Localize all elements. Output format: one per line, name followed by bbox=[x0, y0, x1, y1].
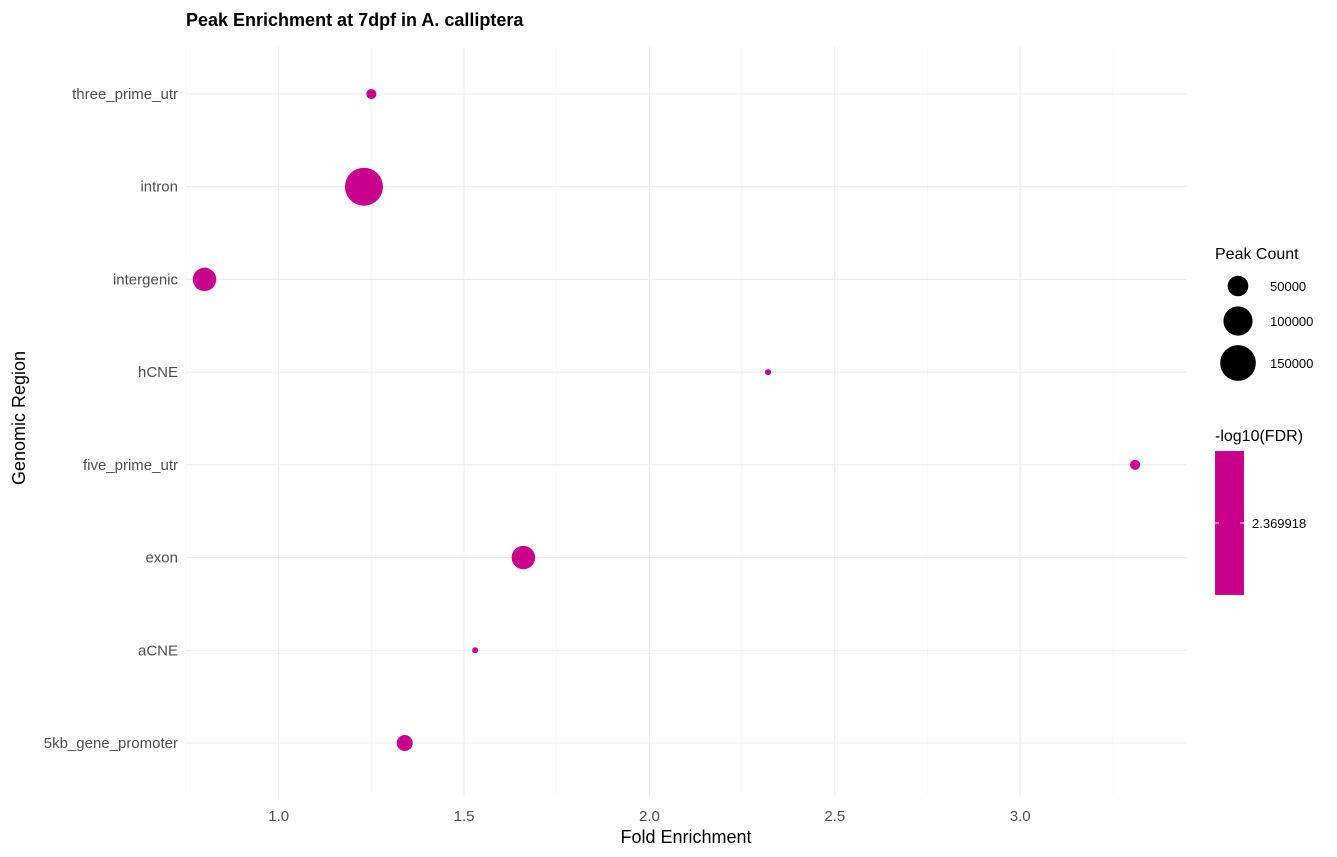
size-legend-items: 50000 100000 150000 bbox=[1220, 275, 1313, 381]
grid-layer bbox=[185, 47, 1187, 797]
points-layer bbox=[192, 88, 1141, 751]
data-point bbox=[1130, 459, 1141, 470]
data-point bbox=[765, 369, 772, 376]
data-point bbox=[192, 267, 217, 292]
size-legend-label: 100000 bbox=[1270, 314, 1313, 329]
chart-title: Peak Enrichment at 7dpf in A. calliptera bbox=[186, 10, 524, 30]
y-tick-label: five_prime_utr bbox=[83, 457, 178, 474]
x-tick-label: 3.0 bbox=[1010, 808, 1031, 825]
size-legend-key bbox=[1223, 306, 1253, 336]
size-legend-key bbox=[1220, 345, 1256, 381]
y-tick-label: aCNE bbox=[138, 642, 178, 659]
color-legend: -log10(FDR) 2.369918 bbox=[1215, 428, 1306, 595]
data-point bbox=[344, 167, 383, 206]
data-point bbox=[472, 647, 479, 654]
x-tick-labels: 1.0 1.5 2.0 2.5 3.0 bbox=[268, 808, 1030, 825]
x-tick-label: 2.5 bbox=[824, 808, 845, 825]
data-point bbox=[511, 545, 536, 570]
size-legend-key bbox=[1227, 275, 1249, 297]
color-legend-bar bbox=[1215, 451, 1244, 595]
size-legend-label: 50000 bbox=[1270, 279, 1306, 294]
y-tick-label: hCNE bbox=[138, 364, 178, 381]
y-tick-labels: 5kb_gene_promoter aCNE exon five_prime_utr h… bbox=[44, 86, 179, 752]
y-tick-label: exon bbox=[145, 550, 178, 567]
y-tick-label: three_prime_utr bbox=[72, 86, 178, 103]
size-legend-label: 150000 bbox=[1270, 356, 1313, 371]
size-legend-title: Peak Count bbox=[1215, 246, 1299, 263]
x-tick-label: 2.0 bbox=[639, 808, 660, 825]
color-legend-break-label: 2.369918 bbox=[1252, 516, 1306, 531]
data-point bbox=[366, 88, 377, 100]
size-legend: Peak Count 50000 100000 150000 bbox=[1215, 246, 1313, 381]
color-legend-title: -log10(FDR) bbox=[1215, 428, 1303, 445]
y-tick-label: intergenic bbox=[113, 271, 179, 288]
x-axis-title: Fold Enrichment bbox=[620, 827, 751, 847]
x-tick-label: 1.5 bbox=[454, 808, 475, 825]
data-point bbox=[396, 735, 413, 751]
y-tick-label: intron bbox=[140, 179, 178, 196]
y-tick-label: 5kb_gene_promoter bbox=[44, 735, 178, 752]
y-axis-title: Genomic Region bbox=[9, 351, 29, 485]
x-tick-label: 1.0 bbox=[268, 808, 289, 825]
